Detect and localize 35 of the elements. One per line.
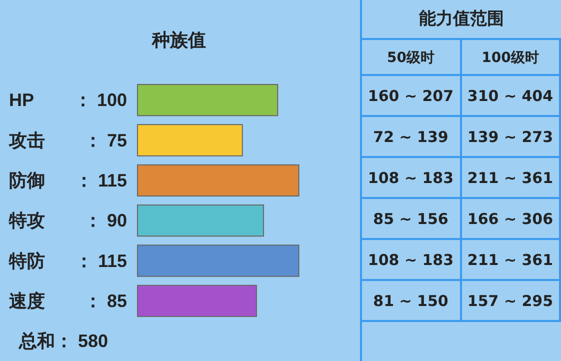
text: 139 ~ 273 bbox=[462, 117, 561, 158]
text: 108 ~ 183 bbox=[362, 240, 462, 281]
data-label: ： 75 bbox=[84, 130, 127, 150]
text: 160 ~ 207 bbox=[362, 76, 462, 117]
text: 108 ~ 183 bbox=[362, 158, 462, 199]
data-label: ： 100 bbox=[74, 90, 127, 110]
data-label: ： 115 bbox=[74, 250, 127, 271]
text: 211 ~ 361 bbox=[462, 158, 561, 199]
text: 50级时 bbox=[362, 40, 462, 76]
y-tick-label: 攻击 bbox=[8, 130, 45, 150]
bar bbox=[137, 164, 300, 196]
bar bbox=[137, 284, 257, 317]
bar bbox=[137, 124, 243, 156]
y-tick-label: 速度 bbox=[9, 290, 45, 311]
data-label: ： 85 bbox=[84, 290, 127, 311]
text: 85 ~ 156 bbox=[362, 199, 462, 240]
y-tick-label: 特防 bbox=[8, 250, 45, 271]
y-tick-label: HP bbox=[9, 90, 34, 110]
y-tick-label: 防御 bbox=[9, 170, 45, 190]
text: 211 ~ 361 bbox=[462, 240, 561, 281]
text: 81 ~ 150 bbox=[362, 281, 462, 322]
bar bbox=[137, 204, 264, 237]
text: 157 ~ 295 bbox=[462, 281, 561, 322]
bar bbox=[137, 84, 278, 116]
data-label: ： 115 bbox=[74, 170, 127, 190]
bar bbox=[137, 244, 300, 277]
text: 100级时 bbox=[462, 40, 561, 76]
chart-title: 种族值 bbox=[151, 30, 206, 50]
text: 能力值范围 bbox=[362, 0, 561, 40]
data-label: ： 90 bbox=[84, 210, 127, 231]
text: 310 ~ 404 bbox=[462, 76, 561, 117]
text: 总和： 580 bbox=[18, 331, 108, 351]
text: 166 ~ 306 bbox=[462, 199, 561, 240]
y-tick-label: 特攻 bbox=[8, 210, 45, 231]
text: 72 ~ 139 bbox=[362, 117, 462, 158]
